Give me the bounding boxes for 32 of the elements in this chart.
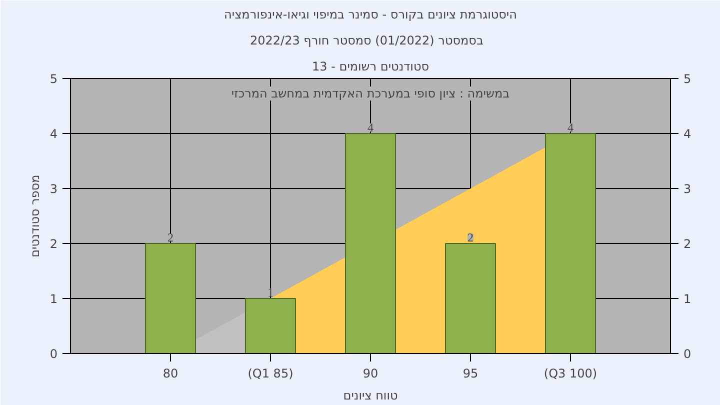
bar (345, 133, 396, 354)
chart-title: היסטוגרמת ציונים בקורס - סמינר במיפוי וגיאו-אינפורמציה (224, 8, 517, 22)
x-axis-title: טווח ציונים (343, 388, 398, 402)
bar (445, 243, 496, 354)
y2-tick-label: 4 (684, 127, 692, 141)
bar (145, 243, 196, 354)
chart-subtitle: בסמסטר (01/2022) סמסטר חורף 2022/23 (250, 34, 484, 48)
bar (545, 133, 596, 354)
x-tick-label: (Q3 100) (544, 366, 598, 380)
data-label: 2 (468, 230, 474, 244)
y-tick-label: 4 (50, 127, 58, 141)
data-label: 4 (368, 120, 374, 134)
y2-tick-label: 3 (684, 182, 692, 196)
data-label: 1 (268, 286, 274, 300)
data-label: 4 (568, 120, 574, 134)
data-label: 2 (168, 230, 174, 244)
x-tick-label: 90 (362, 366, 378, 380)
y-tick-label: 3 (50, 182, 58, 196)
y2-tick-label: 5 (684, 72, 692, 86)
y2-tick-label: 1 (684, 292, 692, 306)
y-tick-label: 1 (50, 292, 58, 306)
y-tick-label: 2 (50, 237, 58, 251)
y-axis-title: מספר סטודנטים (28, 174, 42, 258)
text: סטודנטים רשומים - 13 (312, 60, 430, 74)
y-tick-label: 0 (50, 347, 58, 361)
x-tick-label: (Q1 85) (248, 366, 294, 380)
y-tick-label: 5 (50, 72, 58, 86)
y2-tick-label: 2 (684, 237, 692, 251)
y2-tick-label: 0 (684, 347, 692, 361)
annotation: במשימה : ציון סופי במערכת האקדמית במחשב המרכזי (231, 86, 510, 100)
x-tick-label: 95 (462, 366, 478, 380)
x-tick-label: 80 (162, 366, 178, 380)
